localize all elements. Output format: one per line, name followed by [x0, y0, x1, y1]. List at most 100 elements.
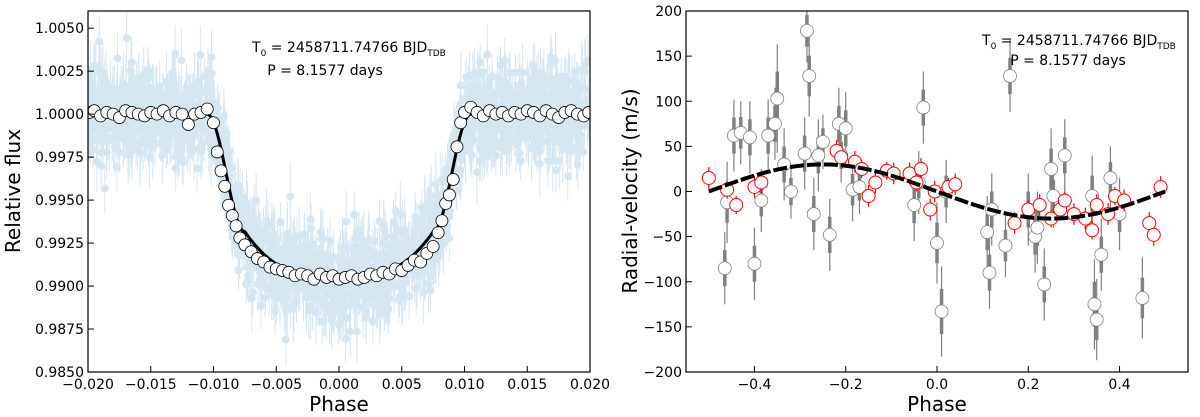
photometry-point [371, 254, 380, 263]
transit-annotation-period: P = 8.1577 days [267, 63, 383, 79]
photometry-point [478, 122, 487, 131]
photometry-point [508, 94, 517, 103]
photometry-point [285, 250, 294, 259]
photometry-point [339, 298, 348, 307]
photometry-point [306, 215, 315, 224]
photometry-point [564, 77, 573, 86]
photometry-point [272, 274, 281, 283]
photometry-point [431, 254, 440, 263]
photometry-point [543, 80, 552, 89]
photometry-point [384, 286, 393, 295]
photometry-point [574, 83, 583, 92]
photometry-point [352, 227, 361, 236]
photometry-point [170, 88, 179, 97]
photometry-point [364, 237, 373, 246]
photometry-point [156, 138, 165, 147]
photometry-point [317, 317, 326, 326]
photometry-point [175, 147, 184, 156]
photometry-point [441, 165, 450, 174]
photometry-point [196, 98, 205, 107]
photometry-point [280, 279, 289, 288]
photometry-point [460, 95, 469, 104]
photometry-point [363, 293, 372, 302]
photometry-point [352, 327, 361, 336]
photometry-point [571, 130, 580, 139]
photometry-point [363, 261, 372, 270]
rv2-point [701, 170, 716, 185]
photometry-point [411, 222, 420, 231]
rv2-point [729, 198, 744, 213]
rv2-point [1085, 223, 1100, 238]
photometry-point [108, 91, 117, 100]
binned-point [175, 107, 189, 121]
x-tick-label: −0.015 [125, 377, 177, 393]
photometry-point [283, 304, 292, 313]
photometry-point [560, 90, 569, 99]
photometry-point [558, 136, 567, 145]
photometry-point [112, 99, 121, 108]
photometry-point [568, 76, 577, 85]
photometry-point [301, 247, 310, 256]
photometry-point [478, 148, 487, 157]
photometry-point [253, 279, 262, 288]
photometry-point [419, 232, 428, 241]
photometry-point [109, 124, 118, 133]
photometry-point [383, 258, 392, 267]
photometry-point [115, 127, 124, 136]
photometry-point [544, 120, 553, 129]
photometry-point [545, 92, 554, 101]
photometry-point [468, 81, 477, 90]
photometry-point [491, 128, 500, 137]
photometry-point [489, 129, 498, 138]
photometry-point [482, 145, 491, 154]
photometry-point [318, 250, 327, 259]
photometry-point [244, 271, 253, 280]
x-tick-label: 0.005 [382, 377, 422, 393]
photometry-point [157, 122, 166, 131]
photometry-point [165, 95, 174, 104]
photometry-point [483, 50, 492, 59]
photometry-point [225, 147, 234, 156]
photometry-point [449, 130, 458, 139]
photometry-point [551, 82, 560, 91]
photometry-point [90, 62, 99, 71]
photometry-point [140, 92, 149, 101]
photometry-point [426, 207, 435, 216]
photometry-point [558, 145, 567, 154]
photometry-point [138, 84, 147, 93]
y-tick-label: 0.9850 [35, 365, 84, 381]
photometry-point [462, 94, 471, 103]
photometry-point [288, 258, 297, 267]
photometry-point [485, 79, 494, 88]
rv1-point [982, 265, 997, 280]
photometry-point [327, 304, 336, 313]
photometry-point [137, 90, 146, 99]
photometry-point [174, 98, 183, 107]
photometry-point [510, 121, 519, 130]
photometry-point [511, 118, 520, 127]
photometry-point [575, 143, 584, 152]
photometry-point [240, 216, 249, 225]
photometry-point [373, 252, 382, 261]
photometry-point [471, 90, 480, 99]
photometry-point [466, 139, 475, 148]
photometry-point [321, 290, 330, 299]
photometry-point [474, 121, 483, 130]
photometry-point [170, 129, 179, 138]
y-tick-label: 0.9875 [35, 322, 84, 338]
photometry-point [269, 230, 278, 239]
rv1-point [811, 148, 826, 163]
photometry-point [380, 237, 389, 246]
photometry-point [88, 119, 94, 128]
photometry-point [475, 68, 484, 77]
photometry-point [165, 129, 174, 138]
photometry-point [496, 89, 505, 98]
photometry-point [417, 226, 426, 235]
photometry-point [488, 132, 497, 141]
photometry-point [127, 87, 136, 96]
photometry-point [339, 257, 348, 266]
photometry-point [426, 272, 435, 281]
photometry-point [273, 244, 282, 253]
photometry-point [300, 260, 309, 269]
photometry-point [548, 156, 557, 165]
